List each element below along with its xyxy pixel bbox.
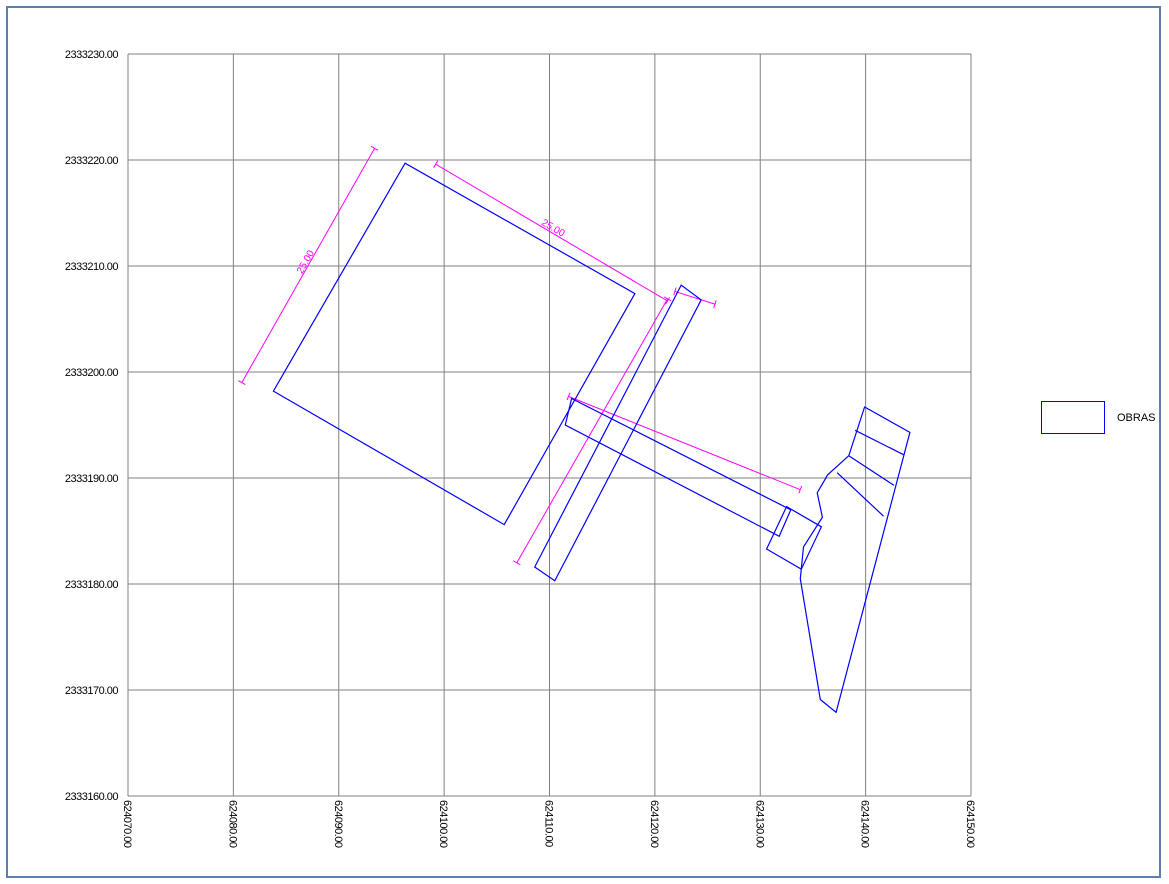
y-tick-label: 2333230.00 (65, 49, 118, 61)
legend: OBRAS (1041, 401, 1156, 434)
dimension-lines: 25.00 25.00 (238, 145, 803, 566)
x-tick-label: 624110.00 (543, 800, 555, 847)
dimension-tick (798, 485, 803, 494)
legend-label-obras: OBRAS (1117, 411, 1156, 424)
dimension-line (435, 163, 668, 302)
map-frame: 2333230.00 2333220.00 2333210.00 2333200.00… (6, 6, 1161, 878)
obra-hatch-line (848, 455, 895, 486)
y-tick-label: 2333180.00 (65, 579, 118, 591)
x-tick-label: 624150.00 (964, 800, 976, 848)
y-tick-label: 2333170.00 (65, 685, 118, 697)
obras-layer (272, 162, 911, 714)
dimension-tick (433, 160, 439, 168)
dimension-tick (238, 380, 246, 386)
obra-right-parcel (799, 406, 911, 714)
x-tick-label: 624130.00 (753, 800, 765, 848)
x-tick-label: 624120.00 (648, 800, 660, 848)
dimension-tick (673, 287, 677, 296)
dimension-label: 25.00 (295, 248, 317, 276)
obra-hatch-line (854, 429, 904, 456)
obra-large-lot (272, 162, 636, 526)
y-tick-label: 2333200.00 (65, 367, 118, 379)
dimension-label: 25.00 (539, 217, 567, 239)
dimension-tick (713, 300, 717, 309)
dimension-tick (370, 145, 379, 151)
dimension-line (241, 148, 376, 383)
y-tick-label: 2333160.00 (65, 791, 118, 803)
y-tick-label: 2333220.00 (65, 155, 118, 167)
x-axis-labels: 624070.00 624080.00 624090.00 624100.00 6241… (121, 800, 976, 848)
obra-diagonal-strip (533, 284, 702, 582)
dimension-tick (566, 392, 571, 401)
x-tick-label: 624100.00 (437, 800, 449, 848)
dimension-tick (665, 297, 670, 305)
y-tick-label: 2333190.00 (65, 473, 118, 485)
legend-swatch-obras (1041, 401, 1105, 434)
y-tick-label: 2333210.00 (65, 261, 118, 273)
map-plot: 2333230.00 2333220.00 2333210.00 2333200.00… (65, 49, 976, 848)
grid (127, 53, 972, 797)
dimension-tick (663, 296, 672, 302)
obra-hatch-line (836, 472, 884, 517)
x-tick-label: 624070.00 (121, 800, 133, 848)
x-tick-label: 624080.00 (226, 800, 238, 848)
dimension-line (516, 298, 668, 564)
obra-access-path (564, 397, 792, 538)
dimension-line (568, 395, 801, 491)
dimension-line (674, 290, 716, 305)
obra-small-square (765, 505, 823, 571)
y-axis-labels: 2333230.00 2333220.00 2333210.00 2333200.00… (65, 49, 119, 803)
x-tick-label: 624090.00 (332, 800, 344, 848)
dimension-tick (513, 560, 521, 566)
x-tick-label: 624140.00 (859, 800, 871, 848)
